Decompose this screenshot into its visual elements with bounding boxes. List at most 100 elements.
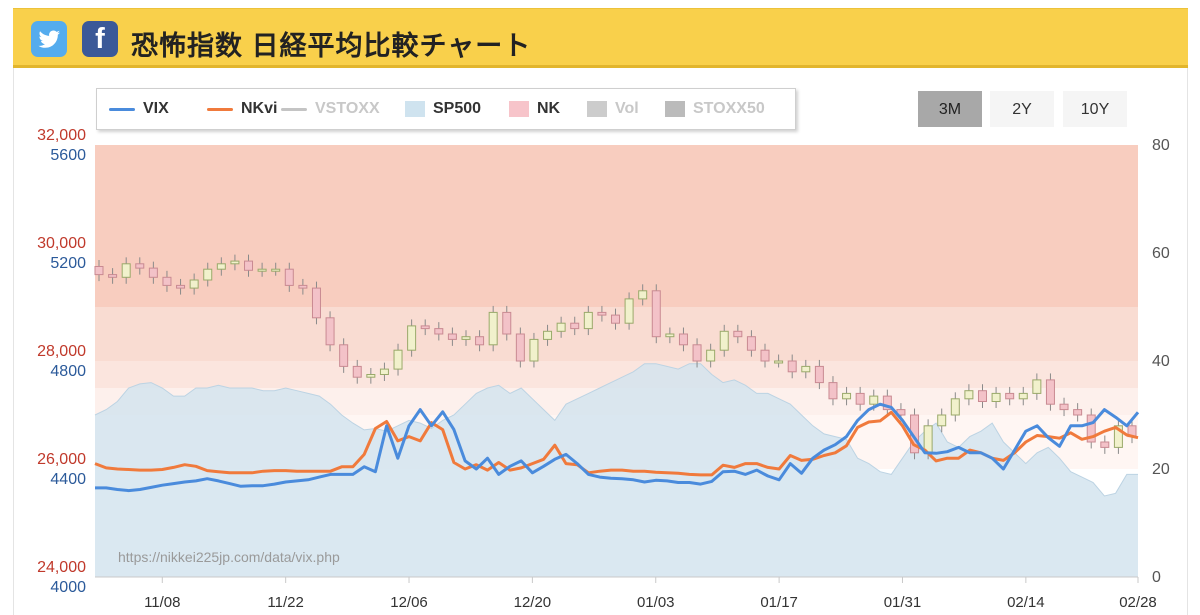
y-axis-sp500-label: 4800	[50, 363, 86, 380]
candle-body	[1032, 379, 1042, 394]
candle-body	[543, 330, 553, 340]
twitter-share-button[interactable]	[31, 21, 67, 57]
candle-body	[760, 349, 770, 362]
legend-label: VIX	[143, 100, 169, 117]
candle-body	[1100, 441, 1110, 448]
x-tick-label: 11/08	[144, 594, 180, 611]
sp500-line	[94, 363, 1138, 497]
candle-body	[284, 268, 294, 286]
candle-body	[950, 398, 960, 416]
chart-legend: VIX NKvi VSTOXX SP500 NK Vol STOXX50	[96, 88, 796, 130]
y-axis-nk-label: 24,000	[37, 559, 86, 576]
y-axis-nk-label: 30,000	[37, 235, 86, 252]
facebook-share-button[interactable]: f	[82, 21, 118, 57]
range-button-2y[interactable]: 2Y	[990, 91, 1054, 127]
candle-body	[1113, 425, 1123, 448]
candle-body	[1059, 403, 1069, 411]
y-axis-right-label: 40	[1152, 353, 1170, 370]
y-axis-sp500-label: 4400	[50, 471, 86, 488]
y-axis-nk-label: 26,000	[37, 451, 86, 468]
legend-swatch	[509, 101, 529, 117]
x-tick-label: 02/14	[1007, 594, 1045, 611]
candle-body	[515, 333, 525, 362]
candle-body	[366, 374, 376, 378]
title-bar: f 恐怖指数 日経平均比較チャート	[13, 8, 1188, 68]
candle-body	[1018, 392, 1028, 400]
candle-body	[257, 268, 267, 272]
twitter-icon	[38, 30, 60, 48]
candle-body	[828, 382, 838, 400]
candle-body	[475, 336, 485, 346]
candle-body	[447, 333, 457, 340]
candle-body	[162, 276, 172, 286]
candle-body	[991, 392, 1001, 402]
nkvi-line	[94, 410, 1139, 477]
background-band-0	[95, 145, 1138, 307]
y-axis-right-label: 60	[1152, 245, 1170, 262]
legend-label: NKvi	[241, 100, 278, 117]
candle-body	[379, 368, 389, 376]
candle-body	[244, 260, 254, 271]
x-tick-label: 11/22	[267, 594, 303, 611]
y-axis-nk-label: 32,000	[37, 127, 86, 144]
x-tick-label: 01/03	[637, 594, 675, 611]
candle-body	[1045, 379, 1055, 405]
range-button-3m[interactable]: 3M	[918, 91, 982, 127]
legend-label: SP500	[433, 100, 482, 117]
range-button-10y[interactable]: 10Y	[1063, 91, 1127, 127]
candle-body	[678, 333, 688, 346]
y-axis-sp500-label: 5600	[50, 147, 86, 164]
candle-body	[964, 390, 974, 400]
candle-body	[787, 360, 797, 373]
x-tick-label: 02/28	[1119, 594, 1157, 611]
legend-swatch	[207, 108, 233, 111]
candle-body	[434, 328, 444, 335]
candle-body	[108, 274, 118, 278]
candle-body	[1086, 414, 1096, 443]
candle-body	[271, 268, 281, 272]
y-axis-sp500-label: 5200	[50, 255, 86, 272]
legend-swatch	[405, 101, 425, 117]
candle-body	[203, 268, 213, 281]
candle-body	[339, 344, 349, 367]
candle-body	[298, 284, 308, 289]
y-axis-right-label: 80	[1152, 137, 1170, 154]
vix-line	[95, 402, 1140, 493]
y-axis-right-label: 20	[1152, 461, 1170, 478]
x-tick-label: 01/31	[884, 594, 922, 611]
candle-body	[774, 360, 784, 364]
candle-body	[352, 365, 362, 378]
candle-body	[325, 317, 335, 346]
chart-frame	[13, 68, 1188, 615]
candle-body	[692, 344, 702, 362]
candle-body	[611, 314, 620, 324]
x-tick-label: 12/20	[514, 594, 552, 611]
candle-body	[746, 336, 756, 351]
candle-body	[502, 311, 512, 335]
candle-body	[638, 290, 648, 300]
candle-body	[624, 298, 634, 324]
legend-label: STOXX50	[693, 100, 765, 117]
candle-body	[719, 330, 729, 351]
candle-body	[814, 365, 824, 384]
candle-body	[597, 311, 607, 316]
candle-body	[1073, 409, 1083, 416]
candle-body	[556, 322, 566, 332]
candle-body	[393, 349, 403, 370]
x-tick-label: 01/17	[760, 594, 798, 611]
candle-body	[216, 263, 226, 270]
candle-body	[148, 267, 158, 278]
candle-body	[94, 266, 104, 276]
candle-body	[801, 365, 811, 373]
candle-body	[882, 395, 892, 411]
legend-swatch	[587, 101, 607, 117]
candle-body	[135, 263, 145, 269]
candle-body	[311, 287, 321, 319]
y-axis-nk-label: 28,000	[37, 343, 86, 360]
legend-label: Vol	[615, 100, 639, 117]
x-tick-label: 12/06	[390, 594, 428, 611]
candle-body	[869, 395, 879, 405]
legend-label: VSTOXX	[315, 100, 380, 117]
y-axis-sp500-label: 4000	[50, 579, 86, 596]
